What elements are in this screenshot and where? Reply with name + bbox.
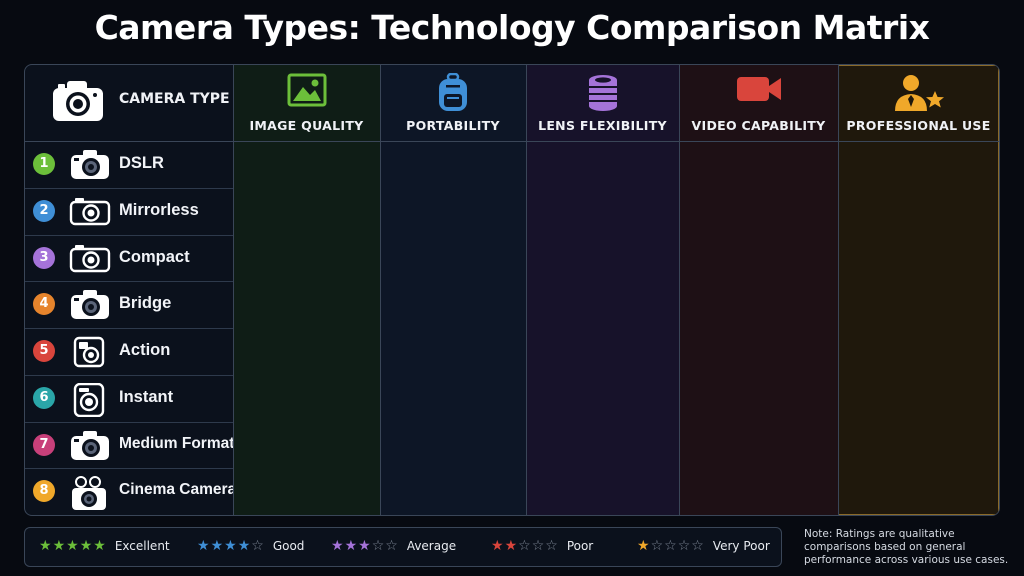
star-filled-icon: ★ bbox=[224, 538, 238, 554]
camera-type-name: DSLR bbox=[119, 154, 164, 172]
camera-action-icon bbox=[69, 336, 109, 372]
column-divider bbox=[380, 65, 381, 515]
row-number-badge: 5 bbox=[33, 340, 55, 362]
column-divider bbox=[838, 65, 839, 515]
column-lens-flexibility: LENS FLEXIBILITY bbox=[526, 65, 679, 515]
star-filled-icon: ★ bbox=[66, 538, 80, 554]
star-empty-icon: ☆ bbox=[545, 538, 559, 554]
row-number-badge: 7 bbox=[33, 433, 55, 456]
column-header-label: PROFESSIONAL USE bbox=[846, 118, 991, 133]
legend-item-good: ★★★★☆ Good bbox=[197, 538, 304, 554]
legend-item-poor: ★★☆☆☆ Poor bbox=[491, 538, 593, 554]
legend-label: Good bbox=[272, 539, 305, 553]
column-professional-use: PROFESSIONAL USE bbox=[838, 65, 999, 515]
video-camera-icon bbox=[735, 73, 783, 109]
star-empty-icon: ☆ bbox=[691, 538, 705, 554]
legend-label: Very Poor bbox=[712, 539, 770, 553]
camera-type-name: Action bbox=[119, 341, 171, 359]
camera-icon bbox=[53, 81, 103, 121]
star-filled-icon: ★ bbox=[237, 538, 252, 554]
lens-icon bbox=[587, 73, 619, 117]
row-number-badge: 2 bbox=[33, 199, 55, 222]
column-header-image-quality: IMAGE QUALITY bbox=[233, 65, 380, 142]
column-image-quality: IMAGE QUALITY bbox=[233, 65, 380, 515]
camera-cinema-camera-icon bbox=[69, 476, 111, 515]
professional-icon bbox=[893, 73, 945, 117]
star-empty-icon: ☆ bbox=[531, 538, 546, 554]
column-divider bbox=[233, 65, 234, 515]
star-filled-icon: ★ bbox=[52, 538, 67, 554]
camera-medium-format-icon bbox=[69, 430, 111, 466]
row-number-badge: 6 bbox=[33, 386, 55, 409]
column-header-label: VIDEO CAPABILITY bbox=[691, 118, 826, 133]
legend-stars: ★★★☆☆ bbox=[331, 538, 399, 554]
camera-type-name: Medium Format bbox=[119, 434, 235, 452]
page-title: Camera Types: Technology Comparison Matr… bbox=[94, 8, 930, 47]
column-header-professional-use: PROFESSIONAL USE bbox=[838, 65, 999, 142]
column-divider bbox=[679, 65, 680, 515]
star-empty-icon: ☆ bbox=[650, 538, 665, 554]
legend-stars: ★★★★★ bbox=[39, 538, 107, 554]
row-number-badge: 4 bbox=[33, 293, 55, 316]
camera-bridge-icon bbox=[69, 289, 111, 325]
column-header-label: PORTABILITY bbox=[406, 118, 500, 133]
comparison-matrix: CAMERA TYPE 1DSLR★★★★☆★★☆☆☆★★★★★★★★☆☆★★★… bbox=[24, 64, 1000, 516]
column-header-lens-flexibility: LENS FLEXIBILITY bbox=[526, 65, 679, 142]
camera-instant-icon bbox=[69, 382, 109, 421]
camera-dslr-icon bbox=[69, 149, 111, 185]
star-empty-icon: ☆ bbox=[385, 538, 399, 554]
camera-type-name: Mirrorless bbox=[119, 200, 199, 219]
column-portability: PORTABILITY bbox=[380, 65, 526, 515]
star-filled-icon: ★ bbox=[331, 538, 345, 554]
star-filled-icon: ★ bbox=[637, 538, 651, 554]
star-filled-icon: ★ bbox=[358, 538, 372, 554]
column-header-label: IMAGE QUALITY bbox=[249, 118, 364, 133]
star-empty-icon: ☆ bbox=[518, 538, 532, 554]
star-empty-icon: ☆ bbox=[664, 538, 678, 554]
legend-label: Excellent bbox=[114, 539, 170, 553]
backpack-icon bbox=[436, 72, 470, 117]
legend-stars: ★★☆☆☆ bbox=[491, 538, 559, 554]
camera-type-header: CAMERA TYPE bbox=[25, 65, 233, 142]
legend-item-excellent: ★★★★★ Excellent bbox=[39, 538, 170, 554]
star-filled-icon: ★ bbox=[210, 538, 225, 554]
camera-type-name: Bridge bbox=[119, 294, 172, 313]
row-number-badge: 3 bbox=[33, 246, 55, 269]
star-filled-icon: ★ bbox=[491, 538, 505, 554]
row-number-badge: 8 bbox=[33, 480, 55, 503]
legend-label: Average bbox=[406, 539, 457, 553]
camera-type-name: Compact bbox=[119, 247, 190, 266]
camera-type-name: Cinema Camera bbox=[119, 481, 237, 499]
column-header-video-capability: VIDEO CAPABILITY bbox=[679, 65, 838, 142]
legend-item-average: ★★★☆☆ Average bbox=[331, 538, 456, 554]
legend-label: Poor bbox=[566, 539, 594, 553]
column-header-portability: PORTABILITY bbox=[380, 65, 526, 142]
camera-type-name: Instant bbox=[119, 387, 174, 406]
star-filled-icon: ★ bbox=[93, 538, 107, 554]
star-filled-icon: ★ bbox=[344, 538, 359, 554]
camera-type-label: CAMERA TYPE bbox=[119, 91, 230, 107]
row-number-badge: 1 bbox=[33, 153, 55, 175]
star-empty-icon: ☆ bbox=[677, 538, 692, 554]
star-filled-icon: ★ bbox=[504, 538, 519, 554]
star-empty-icon: ☆ bbox=[371, 538, 386, 554]
legend-item-very-poor: ★☆☆☆☆ Very Poor bbox=[637, 538, 770, 554]
column-video-capability: VIDEO CAPABILITY bbox=[679, 65, 838, 515]
column-divider bbox=[526, 65, 527, 515]
legend-stars: ★★★★☆ bbox=[197, 538, 265, 554]
camera-compact-icon bbox=[69, 243, 111, 277]
legend: ★★★★★ Excellent ★★★★☆ Good ★★★☆☆ Average ★★☆☆☆… bbox=[24, 527, 782, 567]
camera-type-column: CAMERA TYPE bbox=[25, 65, 233, 515]
camera-mirrorless-icon bbox=[69, 196, 111, 230]
footnote: Note: Ratings are qualitative comparison… bbox=[804, 528, 1009, 566]
star-filled-icon: ★ bbox=[197, 538, 211, 554]
star-filled-icon: ★ bbox=[79, 538, 94, 554]
image-icon bbox=[287, 73, 327, 111]
star-filled-icon: ★ bbox=[39, 538, 53, 554]
legend-stars: ★☆☆☆☆ bbox=[637, 538, 705, 554]
star-empty-icon: ☆ bbox=[251, 538, 265, 554]
column-header-label: LENS FLEXIBILITY bbox=[538, 118, 667, 133]
